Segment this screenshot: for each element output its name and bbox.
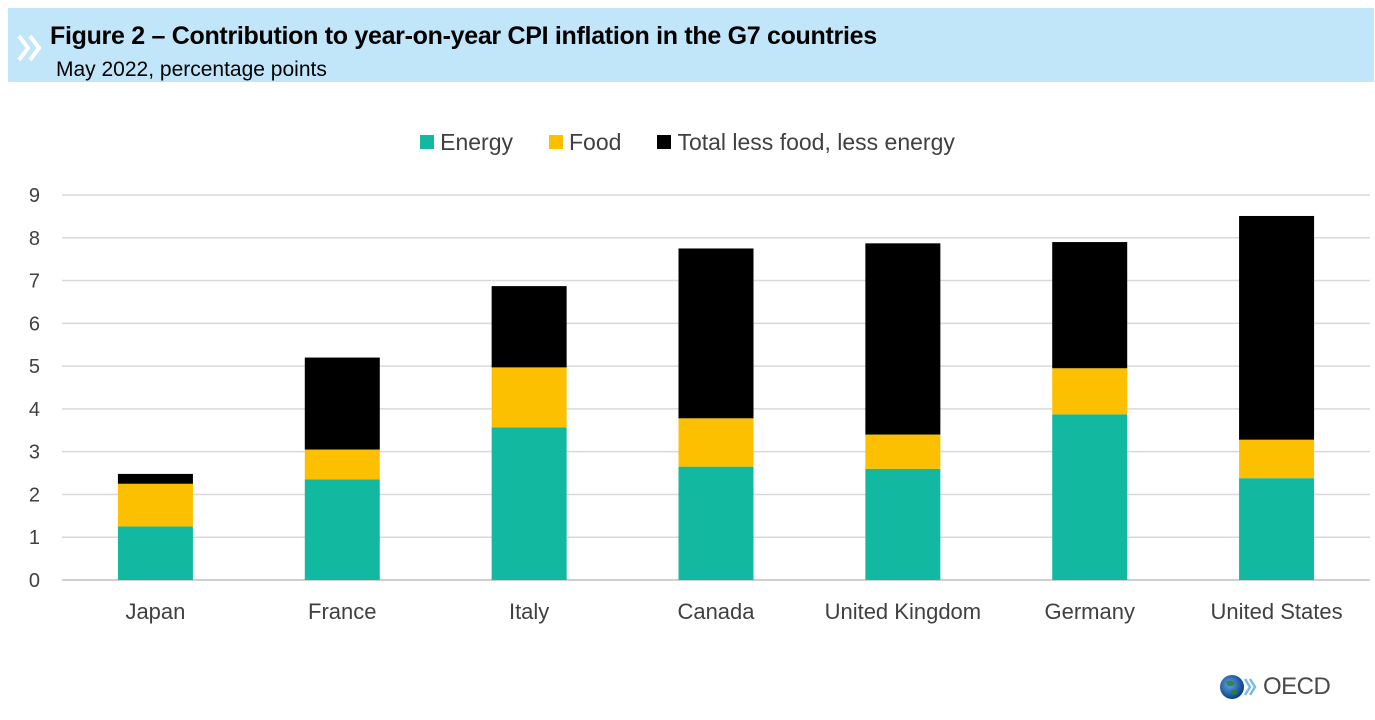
bar-segment [1239, 439, 1315, 479]
oecd-globe-icon [1220, 675, 1257, 699]
y-tick-label: 1 [29, 527, 40, 549]
x-category-label: France [308, 599, 376, 624]
oecd-logo: OECD [1219, 673, 1331, 701]
bar-segment [117, 473, 193, 484]
y-tick-label: 5 [29, 356, 40, 378]
bar-segment [1239, 478, 1315, 580]
y-tick-label: 7 [29, 271, 40, 293]
chart-legend: Energy Food Total less food, less energy [0, 127, 1375, 157]
y-tick-label: 0 [29, 570, 40, 592]
y-tick-label: 9 [29, 185, 40, 207]
bar-segment [117, 483, 193, 527]
legend-item: Total less food, less energy [657, 128, 955, 156]
y-tick-label: 6 [29, 313, 40, 335]
legend-label: Energy [440, 128, 513, 155]
y-tick-label: 8 [29, 228, 40, 250]
bar-segment [678, 466, 754, 580]
legend-swatch [420, 135, 435, 149]
legend-label: Total less food, less energy [677, 128, 955, 155]
y-tick-label: 4 [29, 399, 40, 421]
legend-swatch [657, 135, 672, 149]
bar-segment [491, 367, 567, 428]
bar-segment [304, 357, 380, 450]
bar-segment [491, 286, 567, 368]
legend-label: Food [569, 128, 622, 155]
bar-segment [865, 243, 941, 435]
bar-segment [678, 418, 754, 467]
bar-segment [865, 468, 941, 580]
x-category-label: United Kingdom [825, 599, 982, 624]
y-tick-label: 3 [29, 442, 40, 464]
x-category-label: Japan [125, 599, 185, 624]
page-title: Figure 2 – Contribution to year-on-year … [50, 22, 877, 50]
bar-segment [491, 427, 567, 580]
x-category-label: Canada [677, 599, 755, 624]
legend-item: Food [549, 129, 621, 156]
bar-segment [865, 434, 941, 469]
legend-swatch [549, 135, 563, 149]
double-chevron-icon [17, 34, 42, 62]
x-category-label: Germany [1044, 599, 1134, 624]
oecd-logo-text: OECD [1263, 673, 1331, 700]
x-category-label: United States [1211, 599, 1343, 624]
bar-segment [304, 449, 380, 480]
bar-segment [1052, 368, 1128, 415]
y-tick-label: 2 [29, 484, 40, 506]
bar-segment [1052, 242, 1128, 369]
bar-segment [1052, 414, 1128, 580]
bar-segment [117, 526, 193, 580]
page-subtitle: May 2022, percentage points [56, 58, 327, 81]
figure-header: Figure 2 – Contribution to year-on-year … [8, 8, 1374, 82]
legend-item: Energy [420, 129, 513, 156]
bar-segment [1239, 215, 1315, 440]
bar-segment [304, 479, 380, 580]
bar-segment [678, 248, 754, 419]
x-category-label: Italy [509, 599, 549, 624]
